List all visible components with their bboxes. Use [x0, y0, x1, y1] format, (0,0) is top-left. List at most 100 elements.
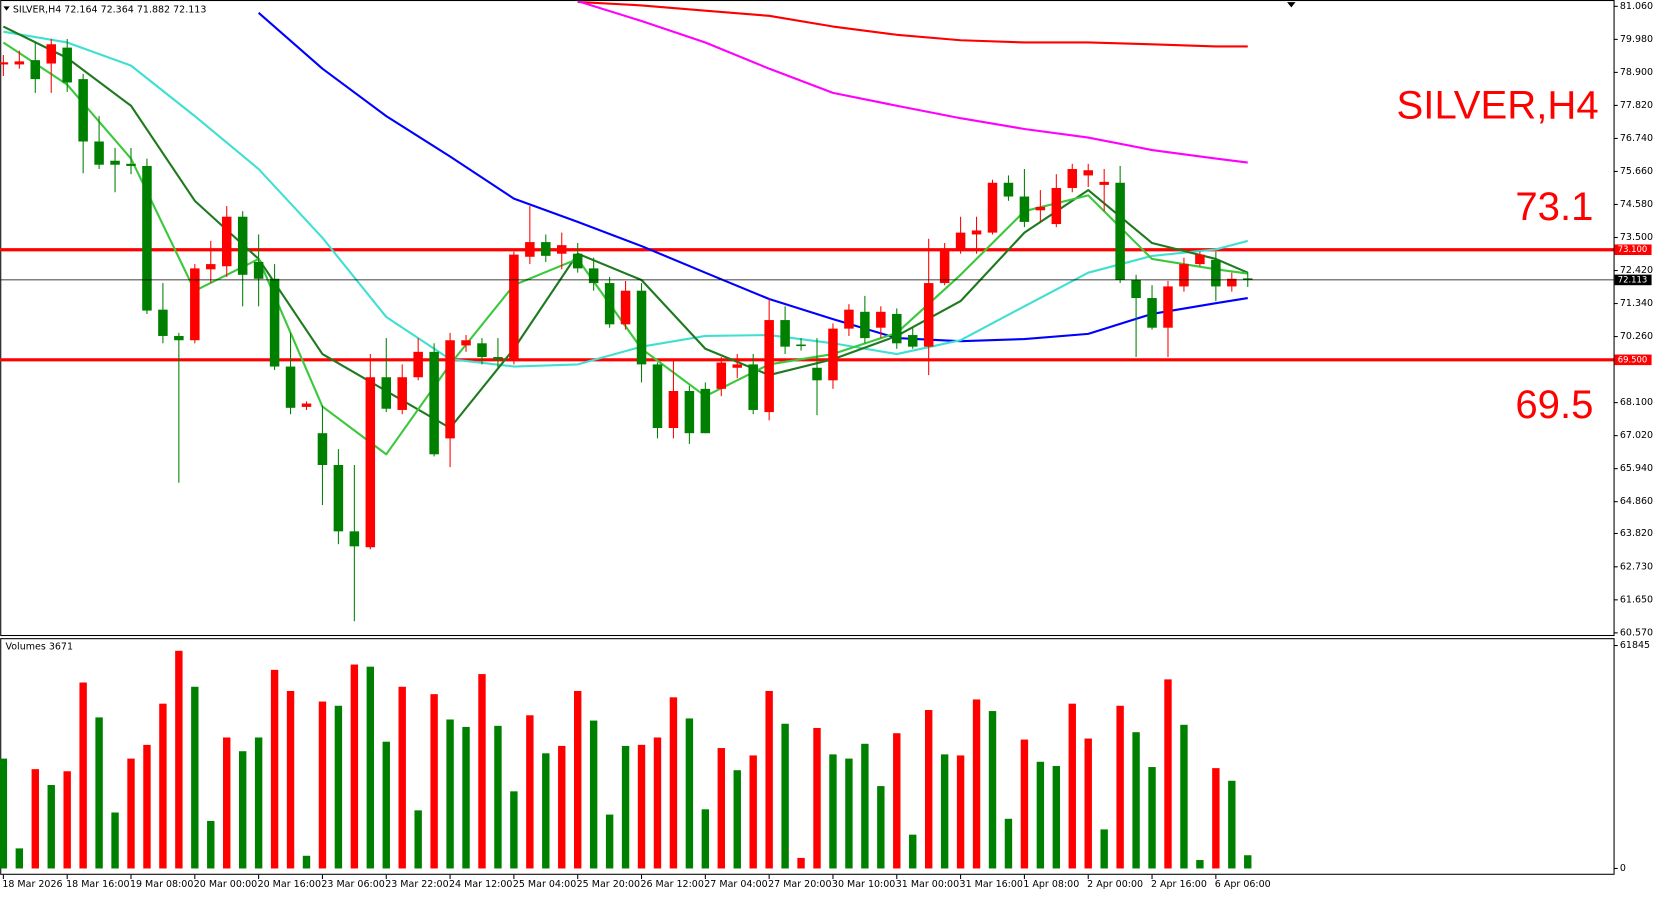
- price-panel-frame: [0, 0, 1615, 637]
- volume-bar: [159, 703, 167, 869]
- candle-body: [413, 351, 423, 378]
- volume-bar: [510, 791, 518, 869]
- candle-body: [429, 351, 439, 455]
- level-axis-box: [1614, 244, 1652, 256]
- candle-body: [301, 403, 312, 407]
- candle-body: [860, 311, 870, 339]
- y-tick-label: 81.060: [1620, 1, 1653, 12]
- volume-bar: [31, 769, 39, 869]
- volume-bar: [845, 758, 853, 869]
- y-tick-label: 65.940: [1620, 463, 1653, 474]
- candle-body: [907, 335, 918, 347]
- y-tick-label: 61.650: [1620, 594, 1653, 605]
- volume-bar: [111, 812, 119, 869]
- volume-bar: [430, 694, 438, 869]
- volume-bar: [653, 737, 662, 869]
- volume-bar: [207, 820, 215, 869]
- volume-bar: [701, 809, 710, 869]
- volume-bar: [366, 666, 375, 869]
- candle-body: [1067, 169, 1078, 188]
- candle-body: [14, 61, 25, 65]
- volume-bar: [1228, 780, 1236, 869]
- candle-body: [78, 79, 88, 142]
- candle-body: [94, 141, 104, 165]
- candle-body: [1019, 196, 1030, 222]
- volume-bar: [829, 754, 837, 869]
- volume-bar: [605, 814, 614, 869]
- low-value: 71.882: [137, 4, 170, 15]
- volume-current: 3671: [49, 641, 73, 652]
- close-value: 72.113: [173, 4, 206, 15]
- candle-body: [445, 340, 455, 439]
- y-tick-label: 61845: [1620, 640, 1650, 651]
- volume-bar: [334, 705, 343, 869]
- candle-body: [237, 216, 248, 275]
- x-tick-label: 25 Mar 04:00: [513, 879, 576, 890]
- x-tick-label: 27 Mar 04:00: [704, 879, 767, 890]
- candle-body: [668, 391, 679, 428]
- volume-bar: [318, 701, 327, 869]
- candle-body: [1003, 182, 1014, 197]
- candle-body: [700, 388, 711, 434]
- candle-body: [541, 242, 551, 256]
- x-tick-label: 1 Apr 08:00: [1023, 879, 1079, 890]
- volume-bar: [733, 770, 741, 869]
- volume-bar: [15, 848, 24, 869]
- y-tick-label: 73.500: [1620, 232, 1653, 243]
- candle-body: [493, 357, 503, 360]
- x-tick-label: 2 Apr 16:00: [1151, 879, 1207, 890]
- candle-body: [572, 253, 583, 269]
- candle-body: [764, 320, 774, 413]
- candle-body: [1099, 181, 1109, 185]
- x-tick-label: 20 Mar 00:00: [194, 879, 257, 890]
- candle-body: [1083, 170, 1093, 176]
- x-tick-label: 30 Mar 10:00: [832, 879, 895, 890]
- candle-body: [604, 283, 615, 325]
- volume-panel-frame: [0, 638, 1615, 875]
- candle-body: [588, 268, 599, 284]
- candle-body: [1211, 259, 1221, 287]
- volume-bar: [1212, 768, 1220, 869]
- watermark: SILVER,H4: [1397, 82, 1599, 127]
- y-tick-label: 68.100: [1620, 397, 1653, 408]
- candle-body: [716, 362, 727, 389]
- volume-bar: [1004, 818, 1013, 869]
- volume-bar: [223, 737, 231, 869]
- volume-bar: [1036, 761, 1045, 869]
- x-tick-label: 19 Mar 08:00: [130, 879, 193, 890]
- candle-body: [1243, 278, 1253, 280]
- volume-bar: [813, 727, 821, 869]
- volume-bar: [462, 726, 470, 869]
- candle-body: [828, 328, 838, 381]
- shift-marker: [1287, 2, 1296, 8]
- volume-bar: [47, 785, 55, 869]
- volume-bar: [924, 710, 933, 869]
- current-price-label: 72.113: [1618, 274, 1648, 284]
- volume-bar: [940, 754, 949, 869]
- candle-body: [1163, 286, 1173, 328]
- volume-bar: [1116, 705, 1124, 869]
- candle-body: [1179, 264, 1189, 287]
- y-tick-label: 71.340: [1620, 298, 1653, 309]
- candle-body: [844, 309, 854, 329]
- x-tick-label: 27 Mar 20:00: [768, 879, 831, 890]
- y-tick-label: 77.820: [1620, 100, 1653, 111]
- volume-bar: [1244, 855, 1252, 869]
- volume-bar: [1100, 829, 1108, 869]
- candle-body: [684, 391, 695, 434]
- candle-body: [333, 464, 344, 532]
- volume-bar: [1180, 724, 1188, 869]
- y-tick-label: 78.900: [1620, 67, 1653, 78]
- volume-bar: [127, 758, 135, 869]
- y-tick-label: 64.860: [1620, 496, 1653, 507]
- high-value: 72.364: [101, 4, 134, 15]
- candle-body: [253, 261, 264, 279]
- volume-bar: [286, 690, 295, 869]
- y-tick-label: 60.570: [1620, 627, 1653, 638]
- volume-bar: [1084, 738, 1092, 869]
- y-tick-label: 74.580: [1620, 199, 1653, 210]
- candle-body: [1131, 280, 1141, 299]
- volume-bar: [270, 669, 279, 869]
- level-axis-label: 73.100: [1618, 244, 1648, 254]
